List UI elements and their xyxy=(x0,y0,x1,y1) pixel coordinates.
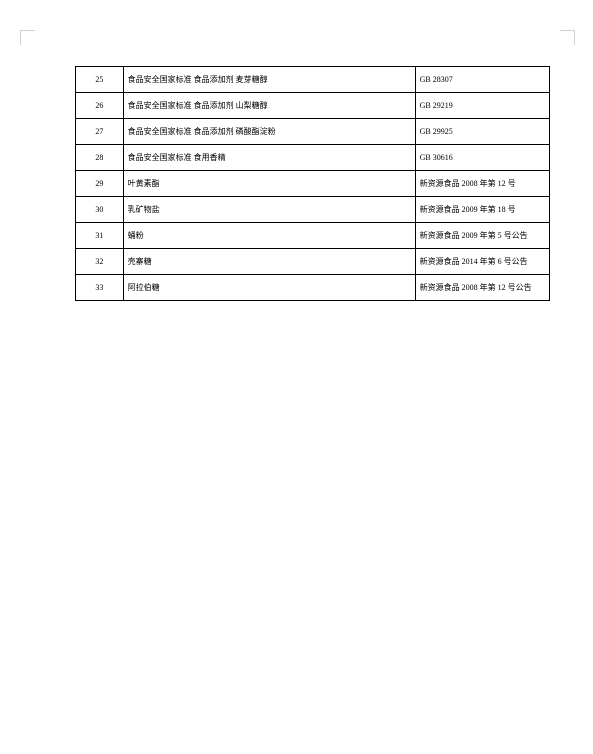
page-corner-tr xyxy=(560,30,575,45)
cell-num: 25 xyxy=(76,67,124,93)
page-area: 25 食品安全国家标准 食品添加剂 麦芽糖醇 GB 28307 26 食品安全国… xyxy=(20,30,575,730)
cell-std: GB 29925 xyxy=(415,119,549,145)
table-row: 33 阿拉伯糖 新资源食品 2008 年第 12 号公告 xyxy=(76,275,550,301)
cell-name: 食品安全国家标准 食用香精 xyxy=(123,145,415,171)
cell-name: 食品安全国家标准 食品添加剂 磷酸酯淀粉 xyxy=(123,119,415,145)
cell-num: 31 xyxy=(76,223,124,249)
cell-num: 26 xyxy=(76,93,124,119)
cell-name: 食品安全国家标准 食品添加剂 山梨糖醇 xyxy=(123,93,415,119)
table-row: 26 食品安全国家标准 食品添加剂 山梨糖醇 GB 29219 xyxy=(76,93,550,119)
cell-num: 27 xyxy=(76,119,124,145)
table-row: 28 食品安全国家标准 食用香精 GB 30616 xyxy=(76,145,550,171)
cell-std: GB 30616 xyxy=(415,145,549,171)
cell-name: 食品安全国家标准 食品添加剂 麦芽糖醇 xyxy=(123,67,415,93)
cell-num: 33 xyxy=(76,275,124,301)
cell-name: 蛹粉 xyxy=(123,223,415,249)
table-row: 32 壳寨糖 新资源食品 2014 年第 6 号公告 xyxy=(76,249,550,275)
cell-name: 乳矿物盐 xyxy=(123,197,415,223)
cell-num: 28 xyxy=(76,145,124,171)
cell-std: 新资源食品 2008 年第 12 号 xyxy=(415,171,549,197)
table-row: 27 食品安全国家标准 食品添加剂 磷酸酯淀粉 GB 29925 xyxy=(76,119,550,145)
cell-num: 29 xyxy=(76,171,124,197)
cell-num: 32 xyxy=(76,249,124,275)
table-body: 25 食品安全国家标准 食品添加剂 麦芽糖醇 GB 28307 26 食品安全国… xyxy=(76,67,550,301)
cell-num: 30 xyxy=(76,197,124,223)
cell-std: 新资源食品 2009 年第 18 号 xyxy=(415,197,549,223)
table-row: 30 乳矿物盐 新资源食品 2009 年第 18 号 xyxy=(76,197,550,223)
table-row: 25 食品安全国家标准 食品添加剂 麦芽糖醇 GB 28307 xyxy=(76,67,550,93)
table-row: 29 叶黄素酯 新资源食品 2008 年第 12 号 xyxy=(76,171,550,197)
cell-std: 新资源食品 2008 年第 12 号公告 xyxy=(415,275,549,301)
page-corner-tl xyxy=(20,30,35,45)
cell-std: 新资源食品 2009 年第 5 号公告 xyxy=(415,223,549,249)
cell-std: 新资源食品 2014 年第 6 号公告 xyxy=(415,249,549,275)
cell-std: GB 29219 xyxy=(415,93,549,119)
cell-std: GB 28307 xyxy=(415,67,549,93)
cell-name: 叶黄素酯 xyxy=(123,171,415,197)
cell-name: 壳寨糖 xyxy=(123,249,415,275)
standards-table: 25 食品安全国家标准 食品添加剂 麦芽糖醇 GB 28307 26 食品安全国… xyxy=(75,66,550,301)
table-row: 31 蛹粉 新资源食品 2009 年第 5 号公告 xyxy=(76,223,550,249)
cell-name: 阿拉伯糖 xyxy=(123,275,415,301)
